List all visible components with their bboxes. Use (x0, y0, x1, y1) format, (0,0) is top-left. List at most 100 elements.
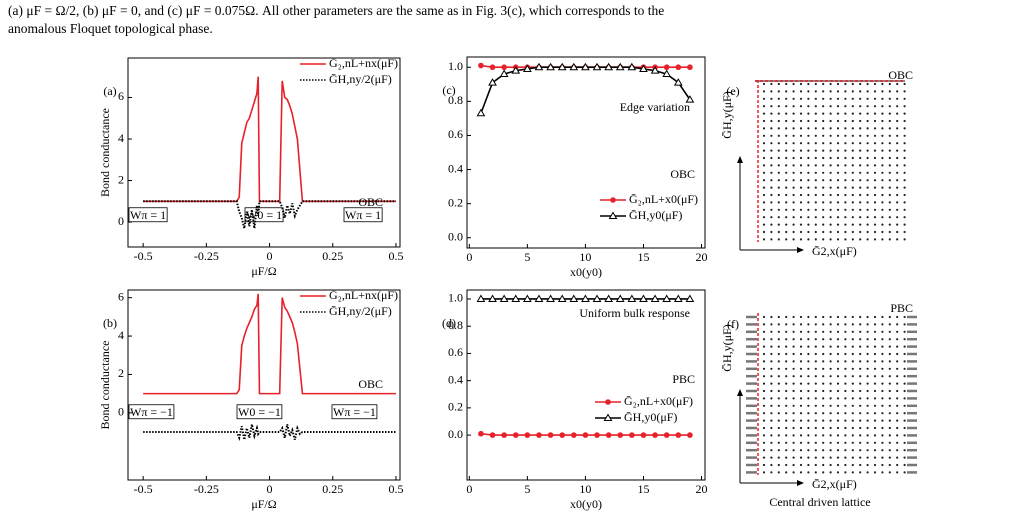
lattice-site (799, 463, 803, 467)
lattice-site (844, 119, 847, 123)
lattice-site (873, 434, 877, 437)
lattice-site (836, 90, 840, 93)
legend-label: ḠH,ny/2(μF) (329, 304, 392, 318)
arrow-head (797, 247, 804, 253)
lattice-site (785, 179, 788, 182)
lattice-site (866, 193, 869, 197)
lattice-site (770, 119, 773, 123)
lattice-site (792, 201, 795, 204)
lattice-site (896, 412, 899, 415)
lattice-site (873, 156, 877, 160)
lattice-site (777, 134, 780, 137)
lattice-site (799, 119, 803, 123)
lattice-site (822, 456, 825, 459)
annotation: Wπ = −1 (130, 405, 173, 419)
data-point (581, 62, 590, 71)
lattice-site (888, 193, 891, 197)
lattice-site (799, 142, 803, 145)
lattice-site (799, 164, 803, 167)
lattice-site (836, 105, 840, 108)
data-point (687, 432, 693, 438)
lattice-site (807, 389, 810, 393)
lattice-site (866, 201, 869, 204)
lattice-site (866, 216, 869, 219)
lattice-site (822, 426, 825, 430)
lattice-site (888, 382, 891, 385)
lattice-site (807, 434, 810, 437)
lattice-site (807, 345, 810, 348)
lattice-site (896, 142, 899, 145)
lattice-site (770, 82, 773, 86)
data-point (499, 294, 509, 302)
lattice-site (785, 127, 788, 130)
lattice-site (881, 375, 884, 378)
lattice-site (903, 315, 906, 319)
lattice-site (822, 367, 825, 370)
lattice-site (859, 375, 862, 378)
lattice-site (814, 119, 817, 123)
lattice-site (851, 412, 854, 415)
lattice-site (866, 97, 869, 100)
annotation-box (343, 207, 383, 223)
y-tick-label: 6 (118, 289, 124, 303)
lattice-site (896, 330, 899, 333)
lattice-site (770, 230, 773, 234)
lattice-site (888, 112, 891, 115)
lattice-site (859, 112, 862, 115)
lattice-site (770, 367, 773, 370)
lattice-site (881, 434, 884, 437)
annotation: W0 = 1 (246, 208, 282, 222)
lattice-site (799, 179, 803, 182)
lattice-site (814, 434, 817, 437)
lattice-site (814, 230, 817, 234)
lattice-site (844, 412, 847, 415)
lattice-site (866, 142, 869, 145)
lattice-site (888, 471, 891, 474)
lattice-site (814, 164, 817, 167)
lattice-site (873, 382, 877, 385)
caption-line: anomalous Floquet topological phase. (8, 21, 213, 36)
lattice-site (807, 97, 810, 100)
lattice-site (770, 90, 773, 93)
lattice-site (903, 179, 906, 182)
lattice-site (770, 105, 773, 108)
lattice-site (785, 105, 788, 108)
lattice-site (822, 112, 825, 115)
lattice-site (770, 323, 773, 326)
lattice-site (785, 193, 788, 197)
lattice-site (807, 105, 810, 108)
lattice-site (814, 323, 817, 326)
lattice-site (836, 179, 840, 182)
data-point (557, 62, 567, 71)
lattice-site (785, 449, 788, 452)
lattice-site (799, 389, 803, 393)
lattice-site (785, 330, 788, 333)
lattice-site (822, 149, 825, 152)
lattice-site (829, 412, 832, 415)
lattice-site (881, 323, 884, 326)
lattice-site (844, 419, 847, 422)
annotation-box (331, 404, 378, 420)
lattice-site (851, 149, 854, 152)
lattice-site (844, 441, 847, 444)
lattice-site (785, 397, 788, 400)
lattice-site (822, 345, 825, 348)
lattice-site (785, 164, 788, 167)
data-point (673, 294, 683, 302)
lattice-site (881, 471, 884, 474)
lattice-site (762, 419, 766, 422)
lattice-site (851, 397, 854, 400)
lattice-site (851, 119, 854, 123)
lattice-site (873, 338, 877, 341)
lattice-site (888, 201, 891, 204)
lattice-site (896, 97, 899, 100)
lattice-site (881, 90, 884, 93)
lattice-site (836, 330, 840, 333)
lattice-site (777, 105, 780, 108)
lattice-site (896, 463, 899, 467)
lattice-site (896, 419, 899, 422)
lattice-site (829, 404, 832, 407)
lattice-site (844, 404, 847, 407)
lattice-site (851, 97, 854, 100)
annotation-box (128, 207, 168, 223)
